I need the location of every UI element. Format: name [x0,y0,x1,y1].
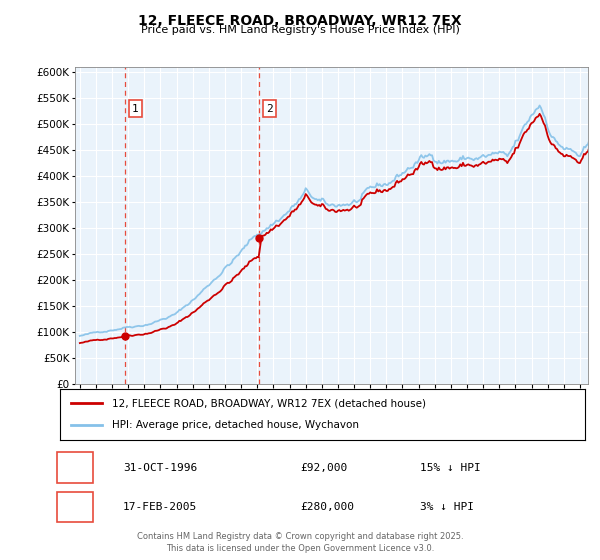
Text: 12, FLEECE ROAD, BROADWAY, WR12 7EX (detached house): 12, FLEECE ROAD, BROADWAY, WR12 7EX (det… [113,398,427,408]
Text: 15% ↓ HPI: 15% ↓ HPI [420,463,481,473]
Text: 2: 2 [266,104,272,114]
Text: Contains HM Land Registry data © Crown copyright and database right 2025.
This d: Contains HM Land Registry data © Crown c… [137,533,463,553]
Text: HPI: Average price, detached house, Wychavon: HPI: Average price, detached house, Wych… [113,421,359,431]
Text: 2: 2 [71,500,79,514]
Text: 31-OCT-1996: 31-OCT-1996 [123,463,197,473]
Text: 3% ↓ HPI: 3% ↓ HPI [420,502,474,512]
Text: Price paid vs. HM Land Registry's House Price Index (HPI): Price paid vs. HM Land Registry's House … [140,25,460,35]
Text: 12, FLEECE ROAD, BROADWAY, WR12 7EX: 12, FLEECE ROAD, BROADWAY, WR12 7EX [138,14,462,28]
Text: £92,000: £92,000 [300,463,347,473]
Text: 1: 1 [132,104,139,114]
Text: 1: 1 [71,461,79,474]
Text: 17-FEB-2005: 17-FEB-2005 [123,502,197,512]
Text: £280,000: £280,000 [300,502,354,512]
